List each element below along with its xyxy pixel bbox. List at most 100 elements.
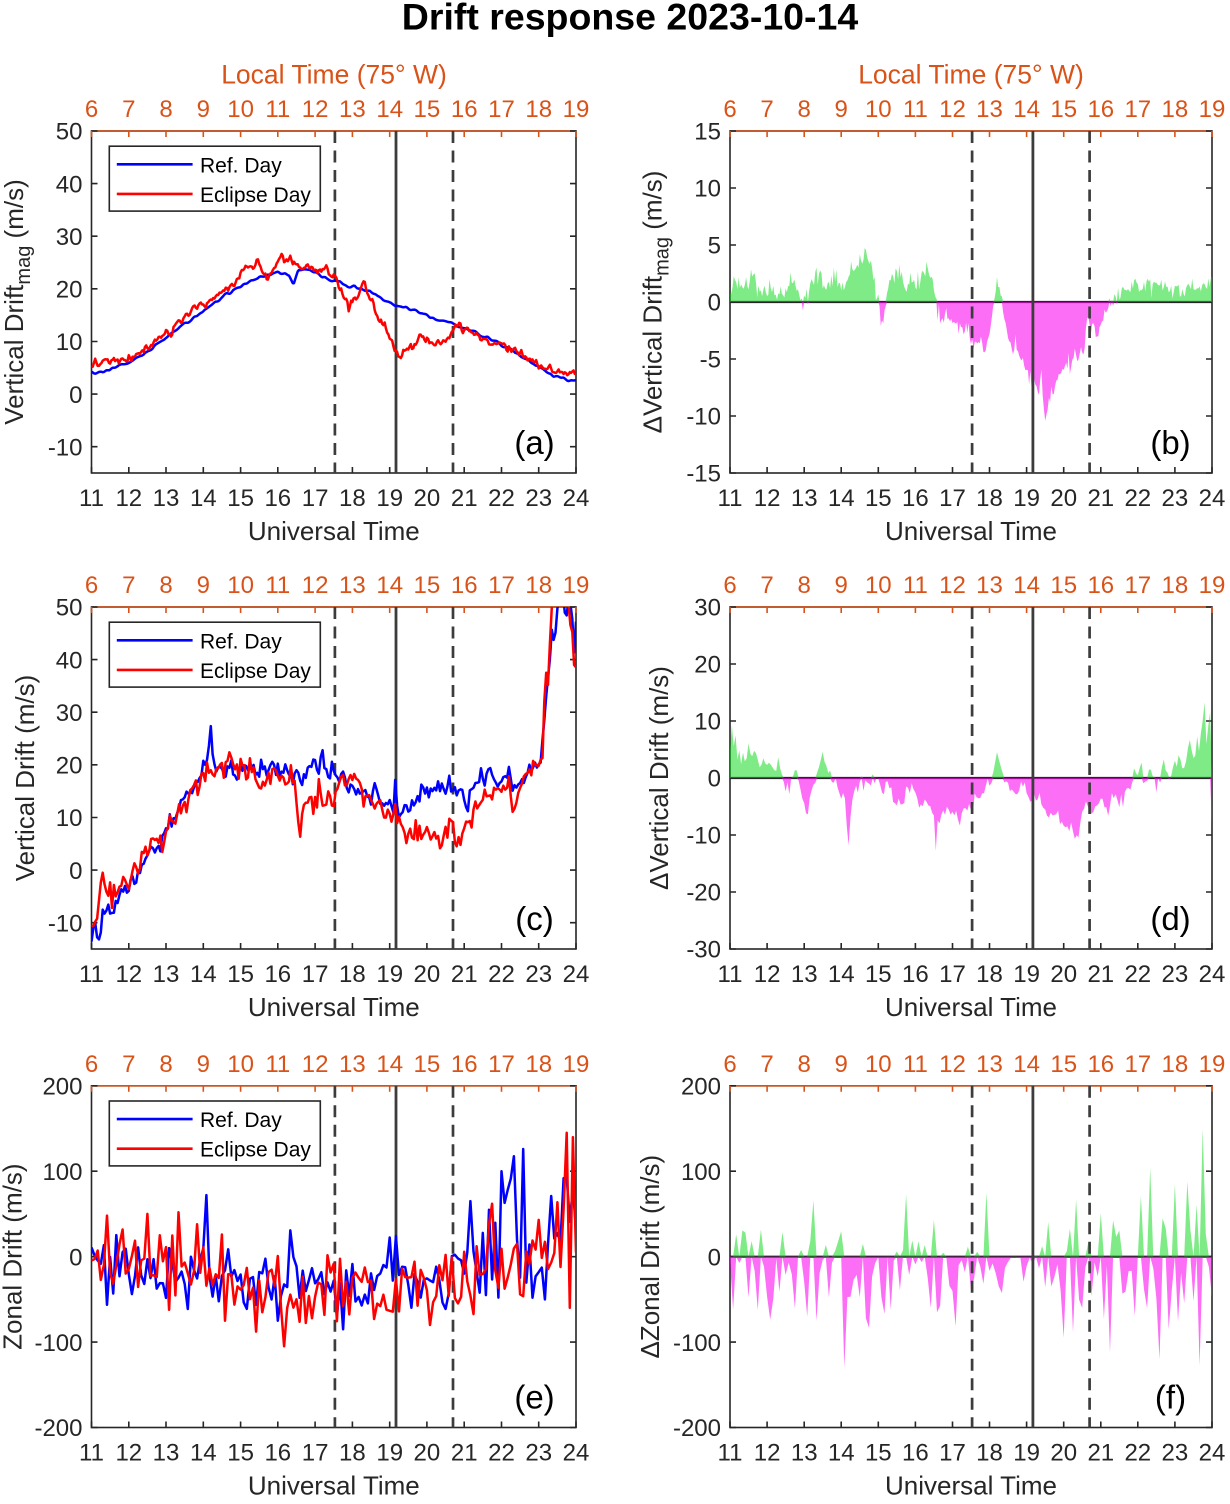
svg-text:8: 8: [159, 1051, 172, 1078]
svg-text:15: 15: [227, 1440, 254, 1467]
svg-text:(c): (c): [515, 900, 553, 937]
svg-text:18: 18: [1162, 96, 1189, 123]
svg-text:18: 18: [976, 961, 1003, 988]
svg-text:16: 16: [451, 1051, 478, 1078]
svg-text:-10: -10: [686, 404, 721, 431]
svg-text:13: 13: [339, 96, 366, 123]
svg-text:Local Time (75° W): Local Time (75° W): [858, 60, 1084, 90]
svg-text:13: 13: [339, 1051, 366, 1078]
svg-text:15: 15: [694, 119, 721, 146]
svg-text:18: 18: [1162, 1051, 1189, 1078]
svg-text:13: 13: [153, 961, 180, 988]
svg-text:17: 17: [939, 485, 966, 512]
svg-text:13: 13: [791, 1440, 818, 1467]
svg-text:12: 12: [115, 961, 142, 988]
svg-text:15: 15: [227, 485, 254, 512]
svg-text:22: 22: [488, 485, 515, 512]
svg-text:22: 22: [488, 1440, 515, 1467]
svg-text:-20: -20: [686, 880, 721, 907]
svg-text:12: 12: [754, 961, 781, 988]
svg-text:24: 24: [563, 961, 590, 988]
svg-text:9: 9: [197, 572, 210, 599]
svg-text:0: 0: [708, 290, 721, 317]
svg-text:14: 14: [190, 485, 217, 512]
svg-text:-100: -100: [34, 1330, 82, 1357]
svg-text:20: 20: [694, 652, 721, 679]
svg-text:12: 12: [302, 96, 329, 123]
svg-text:22: 22: [488, 961, 515, 988]
svg-text:18: 18: [339, 961, 366, 988]
svg-text:14: 14: [376, 572, 403, 599]
svg-text:17: 17: [488, 96, 515, 123]
svg-text:10: 10: [227, 572, 254, 599]
svg-text:21: 21: [1087, 485, 1114, 512]
svg-text:13: 13: [791, 961, 818, 988]
svg-text:6: 6: [85, 96, 98, 123]
svg-text:(b): (b): [1150, 424, 1190, 461]
svg-text:7: 7: [760, 1051, 773, 1078]
svg-text:(e): (e): [514, 1379, 554, 1416]
svg-text:24: 24: [1199, 485, 1226, 512]
svg-text:8: 8: [159, 96, 172, 123]
svg-text:12: 12: [754, 1440, 781, 1467]
svg-text:Universal Time: Universal Time: [248, 992, 420, 1022]
svg-text:Universal Time: Universal Time: [248, 1471, 420, 1500]
svg-text:24: 24: [563, 485, 590, 512]
svg-text:14: 14: [828, 485, 855, 512]
svg-text:22: 22: [1124, 961, 1151, 988]
svg-text:-30: -30: [686, 937, 721, 964]
svg-text:6: 6: [723, 572, 736, 599]
svg-text:21: 21: [451, 961, 478, 988]
svg-text:20: 20: [56, 277, 83, 304]
svg-text:11: 11: [79, 485, 104, 512]
svg-text:8: 8: [159, 572, 172, 599]
svg-text:Universal Time: Universal Time: [885, 1471, 1057, 1500]
svg-text:16: 16: [264, 485, 291, 512]
svg-text:13: 13: [976, 572, 1003, 599]
svg-text:15: 15: [865, 961, 892, 988]
svg-text:12: 12: [115, 485, 142, 512]
svg-text:11: 11: [718, 1440, 743, 1467]
svg-text:19: 19: [1199, 96, 1226, 123]
svg-text:11: 11: [718, 485, 743, 512]
svg-text:100: 100: [681, 1159, 721, 1186]
svg-text:18: 18: [339, 485, 366, 512]
svg-text:15: 15: [414, 572, 441, 599]
svg-text:0: 0: [69, 382, 82, 409]
svg-text:18: 18: [525, 572, 552, 599]
svg-text:15: 15: [1050, 1051, 1077, 1078]
svg-text:30: 30: [694, 595, 721, 622]
svg-text:20: 20: [56, 753, 83, 780]
svg-text:15: 15: [1050, 96, 1077, 123]
svg-text:19: 19: [376, 1440, 403, 1467]
svg-text:12: 12: [302, 572, 329, 599]
svg-text:7: 7: [122, 572, 135, 599]
svg-text:Ref. Day: Ref. Day: [200, 630, 282, 653]
svg-text:20: 20: [1050, 1440, 1077, 1467]
svg-text:13: 13: [153, 485, 180, 512]
svg-text:7: 7: [760, 96, 773, 123]
svg-text:16: 16: [264, 1440, 291, 1467]
svg-text:10: 10: [227, 1051, 254, 1078]
svg-text:ΔVertical Drift (m/s): ΔVertical Drift (m/s): [644, 666, 674, 890]
svg-text:200: 200: [681, 1074, 721, 1101]
svg-text:5: 5: [708, 233, 721, 260]
svg-text:23: 23: [1162, 1440, 1189, 1467]
svg-text:-10: -10: [48, 910, 83, 937]
svg-text:24: 24: [563, 1440, 590, 1467]
svg-text:9: 9: [197, 96, 210, 123]
svg-text:40: 40: [56, 647, 83, 674]
svg-text:10: 10: [56, 329, 83, 356]
svg-text:20: 20: [414, 961, 441, 988]
svg-text:20: 20: [1050, 961, 1077, 988]
svg-text:19: 19: [376, 961, 403, 988]
svg-text:30: 30: [56, 224, 83, 251]
svg-text:-15: -15: [686, 461, 721, 488]
svg-text:15: 15: [1050, 572, 1077, 599]
svg-text:15: 15: [865, 1440, 892, 1467]
svg-text:20: 20: [414, 1440, 441, 1467]
svg-text:11: 11: [903, 96, 928, 123]
svg-text:18: 18: [339, 1440, 366, 1467]
svg-text:-10: -10: [686, 823, 721, 850]
svg-text:Zonal Drift (m/s): Zonal Drift (m/s): [0, 1164, 28, 1350]
